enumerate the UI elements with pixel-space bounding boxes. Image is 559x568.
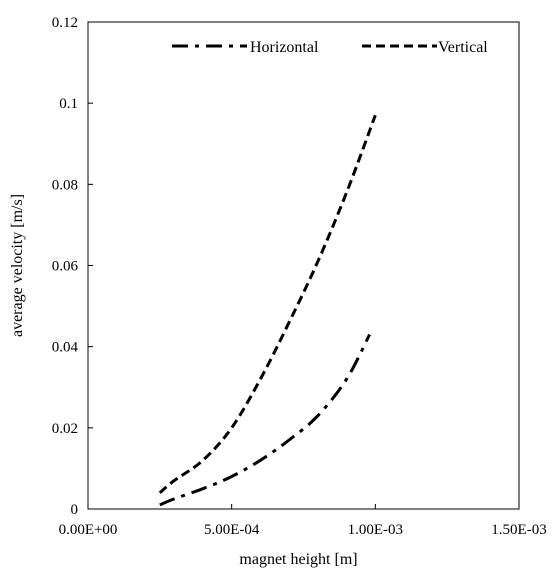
y-axis: 0 0.02 0.04 0.06 0.08 0.1 0.12 (52, 15, 93, 518)
x-tick-label: 1.00E-03 (348, 522, 403, 538)
legend-label-vertical: Vertical (438, 39, 488, 56)
plot-border (87, 21, 520, 510)
series-line-vertical (158, 114, 377, 494)
series-layer (158, 114, 377, 507)
x-axis: 0.00E+00 5.00E-04 1.00E-03 1.50E-03 (59, 504, 547, 538)
x-tick-label: 0.00E+00 (59, 522, 118, 538)
x-axis-title: magnet height [m] (239, 551, 357, 568)
y-tick-label: 0.02 (52, 421, 78, 437)
y-tick-label: 0.12 (52, 15, 78, 31)
y-tick-label: 0.04 (52, 340, 79, 356)
plot-area (87, 21, 520, 510)
series-line-horizontal (159, 333, 371, 507)
y-tick-label: 0.06 (52, 259, 79, 275)
y-axis-title: average velocity [m/s] (9, 194, 26, 337)
legend-label-horizontal: Horizontal (250, 39, 319, 56)
y-tick-label: 0 (71, 502, 79, 518)
y-tick-label: 0.08 (52, 177, 78, 193)
legend: Horizontal Vertical (172, 39, 488, 56)
y-tick-label: 0.1 (59, 96, 78, 112)
x-tick-label: 1.50E-03 (491, 522, 546, 538)
x-tick-label: 5.00E-04 (204, 522, 260, 538)
